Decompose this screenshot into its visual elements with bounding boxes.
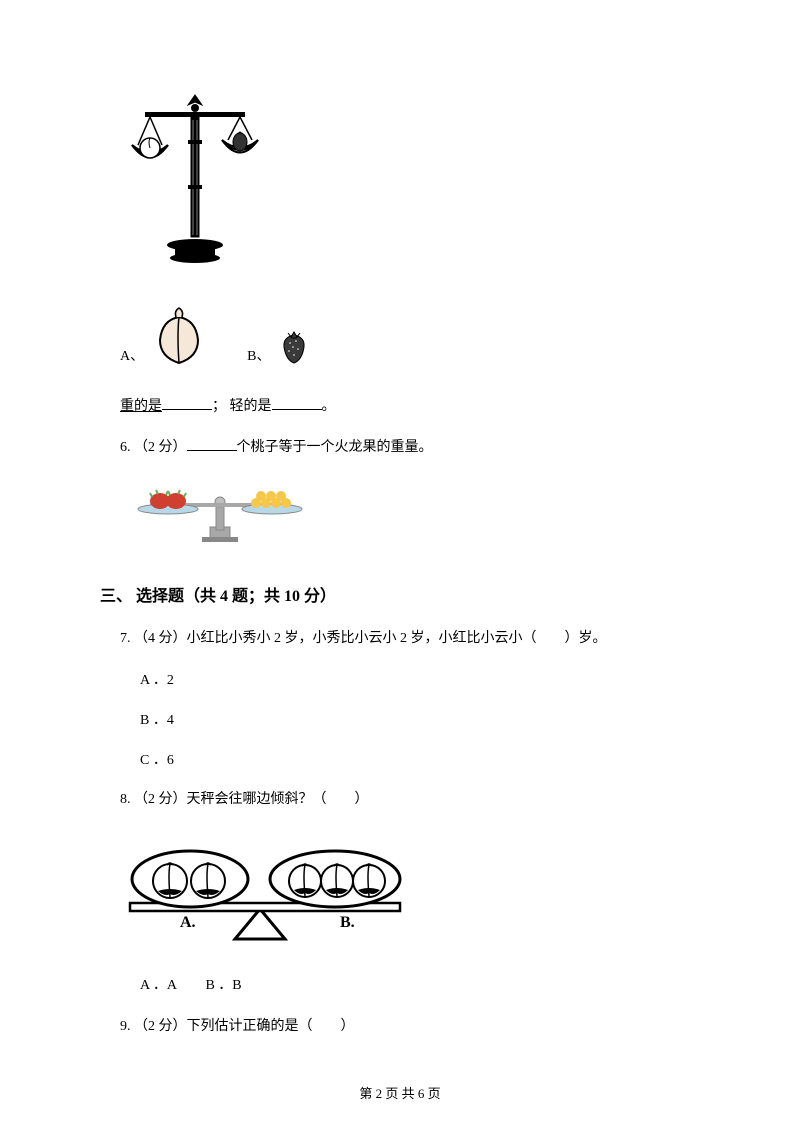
q8-choice-b[interactable]: B ．B <box>205 978 241 993</box>
section-3-title: 三、 选择题（共 4 题；共 10 分） <box>100 582 700 606</box>
q6-suffix: 个桃子等于一个火龙果的重量。 <box>237 440 433 455</box>
q8-choice-a[interactable]: A ．A <box>140 978 177 993</box>
q7-choice-b[interactable]: B ．4 <box>140 709 700 729</box>
q8-choices: A ．A B ．B <box>140 974 700 994</box>
light-label: ； 轻的是 <box>212 399 272 414</box>
dragon-fruit-balance-figure <box>120 477 700 552</box>
q8-text: 8. （2 分）天秤会往哪边倾斜？（ ） <box>120 789 700 811</box>
q6-prefix: 6. （2 分） <box>120 440 187 455</box>
seesaw-label-a: A. <box>180 914 196 931</box>
option-a-label: A、 <box>120 345 144 370</box>
q7-text: 7. （4 分）小红比小秀小 2 岁，小秀比小云小 2 岁，小红比小云小（ ）岁… <box>120 628 700 650</box>
heavy-label: 重的是 <box>120 399 162 414</box>
peach-icon <box>152 305 207 370</box>
page-footer: 第 2 页 共 6 页 <box>0 1083 800 1102</box>
q5-options-row: A、 B、 <box>120 305 700 370</box>
blank-heavy[interactable] <box>162 396 212 410</box>
balance-scale-figure <box>120 90 700 275</box>
q7-choice-c[interactable]: C ．6 <box>140 749 700 769</box>
option-b-label: B、 <box>247 345 270 370</box>
q9-text: 9. （2 分）下列估计正确的是（ ） <box>120 1016 700 1038</box>
strawberry-icon <box>278 325 310 370</box>
q6-text: 6. （2 分） 个桃子等于一个火龙果的重量。 <box>120 437 700 459</box>
seesaw-figure: A. B. <box>120 829 700 954</box>
seesaw-label-b: B. <box>340 914 355 931</box>
q7-choice-a[interactable]: A ．2 <box>140 669 700 689</box>
blank-q6[interactable] <box>187 437 237 451</box>
q5-fill-blank: 重的是； 轻的是。 <box>120 395 700 415</box>
blank-light[interactable] <box>272 396 322 410</box>
